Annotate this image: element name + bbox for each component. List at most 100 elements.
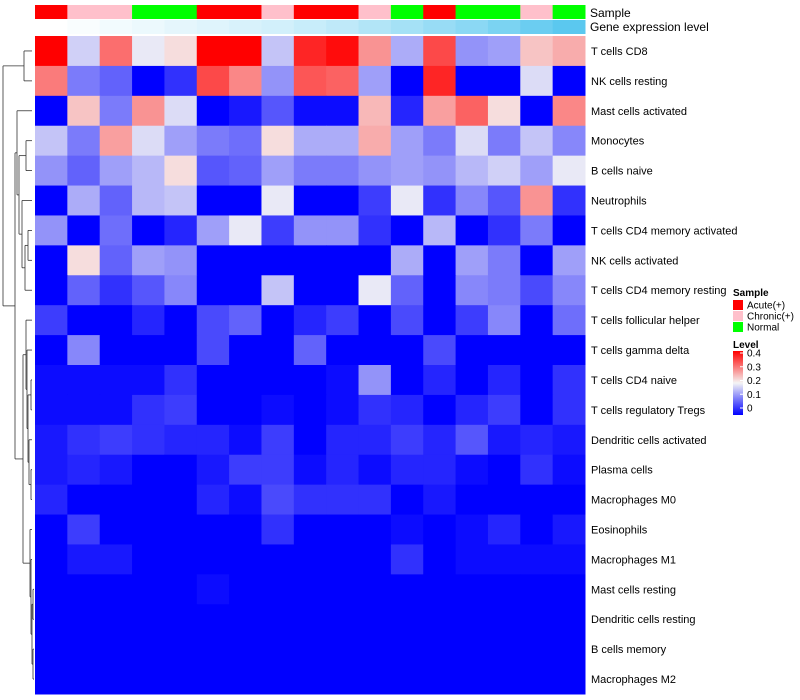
heatmap-cell	[35, 215, 68, 246]
heatmap-cell	[552, 574, 586, 605]
heatmap-cell	[35, 604, 68, 635]
heatmap-cell	[35, 514, 68, 545]
heatmap-cell	[455, 305, 489, 336]
heatmap-cell	[164, 215, 198, 246]
heatmap-cell	[132, 634, 165, 665]
heatmap-cell	[164, 604, 198, 635]
heatmap-cell	[358, 484, 392, 516]
gene-expression-annotation-cell	[261, 20, 295, 34]
heatmap-cell	[132, 394, 165, 426]
heatmap-cell	[132, 275, 165, 306]
heatmap-cell	[67, 664, 101, 695]
heatmap-cell	[455, 245, 489, 276]
heatmap-cell	[552, 514, 586, 545]
heatmap-cell	[261, 305, 295, 336]
heatmap-cell	[164, 305, 198, 336]
heatmap-cell	[487, 245, 521, 276]
heatmap-cell	[520, 275, 554, 306]
heatmap-cell	[487, 424, 521, 456]
row-label: NK cells activated	[591, 255, 678, 267]
heatmap-cell	[99, 155, 133, 187]
heatmap-cell	[487, 454, 521, 486]
heatmap-cell	[455, 664, 489, 695]
heatmap-cell	[132, 185, 165, 216]
row-label: T cells CD4 naive	[591, 375, 677, 387]
heatmap-cell	[520, 484, 554, 516]
row-label: Mast cells resting	[591, 584, 676, 596]
heatmap-cell	[358, 185, 392, 216]
heatmap-cell	[520, 125, 554, 157]
heatmap-cell	[552, 245, 586, 276]
heatmap-cell	[520, 394, 554, 426]
heatmap-cell	[164, 245, 198, 276]
heatmap-cell	[229, 484, 262, 516]
heatmap-cell	[67, 335, 101, 366]
heatmap-cell	[229, 36, 262, 67]
heatmap-cell	[293, 544, 327, 575]
heatmap-cell	[229, 514, 262, 545]
heatmap-cell	[487, 394, 521, 426]
sample-annotation-cell	[487, 5, 521, 19]
legend-swatch	[733, 311, 743, 321]
heatmap-cell	[423, 664, 457, 695]
heatmap-cell	[520, 514, 554, 545]
heatmap-cell	[390, 394, 424, 426]
heatmap-cell	[67, 544, 101, 575]
heatmap-cell	[358, 424, 392, 456]
heatmap-cell	[99, 305, 133, 336]
heatmap-cell	[196, 305, 230, 336]
gene-expression-annotation-cell	[358, 20, 392, 34]
heatmap-cell	[552, 305, 586, 336]
heatmap-cell	[132, 454, 165, 486]
heatmap-cell	[261, 215, 295, 246]
heatmap-cell	[358, 634, 392, 665]
heatmap-cell	[487, 574, 521, 605]
heatmap-cell	[164, 664, 198, 695]
heatmap-cell	[35, 125, 68, 157]
heatmap-cell	[164, 484, 198, 516]
heatmap-cell	[520, 574, 554, 605]
heatmap-cell	[67, 275, 101, 306]
heatmap-cell	[390, 65, 424, 97]
heatmap-cell	[326, 335, 360, 366]
row-label: Plasma cells	[591, 465, 653, 477]
heatmap-cell	[487, 65, 521, 97]
heatmap-cell	[99, 215, 133, 246]
heatmap-cell	[229, 95, 262, 127]
heatmap-cell	[423, 245, 457, 276]
heatmap-cell	[455, 125, 489, 157]
heatmap-cell	[455, 335, 489, 366]
heatmap-cell	[520, 604, 554, 635]
heatmap-cell	[487, 305, 521, 336]
legend-level-ticks: 0.4 0.3 0.2 0.1 0	[740, 349, 761, 415]
sample-annotation-cell	[326, 5, 360, 19]
heatmap-cell	[132, 305, 165, 336]
heatmap-cell	[390, 245, 424, 276]
heatmap-cell	[552, 454, 586, 486]
heatmap-cell	[67, 65, 101, 97]
heatmap-cell	[164, 454, 198, 486]
heatmap-cell	[99, 36, 133, 67]
sample-annotation-cell	[423, 5, 457, 19]
heatmap-cell	[132, 365, 165, 396]
heatmap-cell	[520, 634, 554, 665]
heatmap-cell	[293, 574, 327, 605]
heatmap-cell	[196, 454, 230, 486]
legend-level-tick-label: 0.1	[747, 390, 761, 401]
heatmap-cell	[164, 634, 198, 665]
heatmap-cell	[390, 664, 424, 695]
heatmap-cell	[229, 424, 262, 456]
heatmap-cell	[293, 365, 327, 396]
heatmap-cell	[164, 185, 198, 216]
heatmap-cell	[132, 36, 165, 67]
heatmap-cell	[520, 454, 554, 486]
heatmap-cell	[390, 365, 424, 396]
heatmap-cell	[358, 664, 392, 695]
heatmap-cell	[229, 155, 262, 187]
heatmap-cell	[487, 544, 521, 575]
heatmap-cell	[293, 454, 327, 486]
gene-expression-annotation-cell	[552, 20, 586, 34]
heatmap-cell	[35, 484, 68, 516]
row-label: NK cells resting	[591, 76, 667, 88]
row-dendrogram	[2, 50, 34, 680]
